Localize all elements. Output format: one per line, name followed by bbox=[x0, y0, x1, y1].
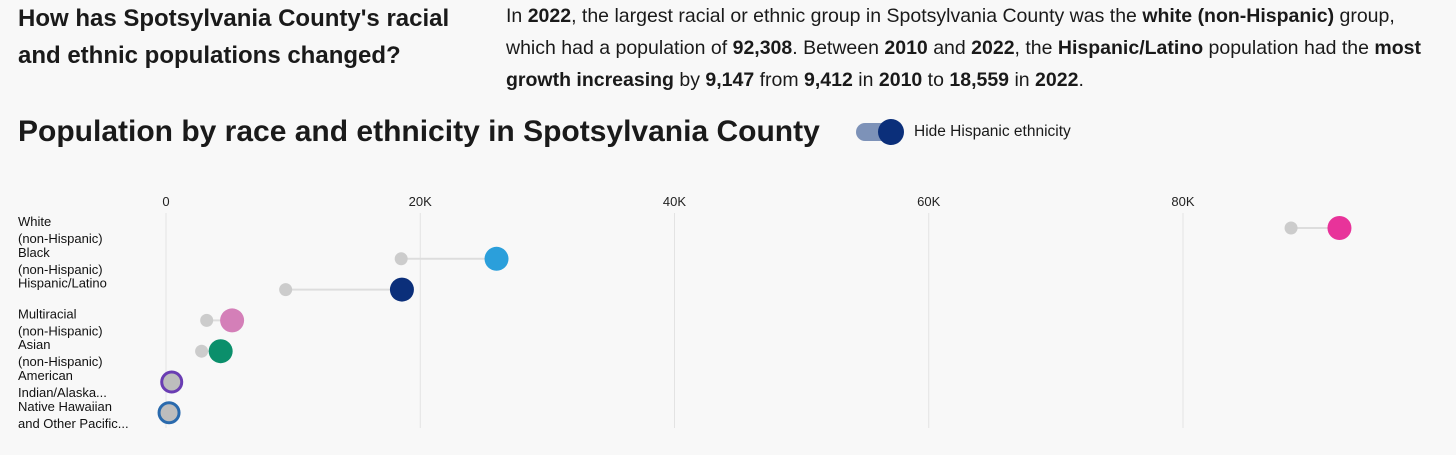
x-tick-label: 0 bbox=[162, 194, 169, 209]
row-label: Black (non-Hispanic) bbox=[18, 245, 103, 277]
summary-segment: in bbox=[852, 69, 879, 91]
summary-segment: . Between bbox=[792, 37, 885, 59]
summary-segment: in bbox=[1009, 69, 1036, 91]
row-label: Hispanic/Latino bbox=[18, 276, 107, 291]
x-tick-label: 40K bbox=[663, 194, 686, 209]
chart-title: Population by race and ethnicity in Spot… bbox=[18, 115, 820, 148]
summary-highlight: 2022 bbox=[971, 37, 1015, 59]
summary-segment: from bbox=[754, 69, 805, 91]
summary-highlight: Hispanic/Latino bbox=[1057, 37, 1204, 59]
summary-highlight: 9,412 bbox=[804, 69, 853, 91]
start-dot bbox=[279, 283, 293, 297]
row-label-line: (non-Hispanic) bbox=[18, 323, 103, 338]
summary-segment: to bbox=[922, 69, 950, 91]
row-label-line: American bbox=[18, 368, 73, 383]
row-label-line: White bbox=[18, 214, 51, 229]
end-dot bbox=[1327, 216, 1352, 240]
end-dot bbox=[157, 401, 181, 425]
end-dot bbox=[389, 277, 414, 302]
start-dot bbox=[394, 252, 408, 266]
x-tick-label: 20K bbox=[409, 194, 432, 209]
row-label-line: (non-Hispanic) bbox=[18, 354, 103, 369]
summary-segment: , the largest racial or ethnic group in … bbox=[571, 5, 1143, 27]
summary-segment: and bbox=[927, 37, 972, 59]
summary-highlight: 2022 bbox=[527, 5, 572, 27]
row-label: White (non-Hispanic) bbox=[18, 214, 103, 246]
summary-highlight: 18,559 bbox=[949, 69, 1010, 91]
start-dot bbox=[195, 344, 209, 358]
x-tick-label: 60K bbox=[917, 194, 940, 209]
summary-highlight: most growth increasing bbox=[506, 37, 1422, 91]
summary-segment: . bbox=[1078, 69, 1084, 91]
row-label: Multiracial (non-Hispanic) bbox=[18, 306, 103, 338]
toggle-label: Hide Hispanic ethnicity bbox=[914, 123, 1071, 140]
summary-highlight: 2022 bbox=[1035, 69, 1079, 91]
hide-hispanic-toggle[interactable]: Hide Hispanic ethnicity bbox=[856, 119, 1071, 145]
row-label-line: Black bbox=[18, 245, 50, 260]
row-label-line: Indian/Alaska... bbox=[18, 385, 107, 400]
row-label-line: Multiracial bbox=[18, 306, 77, 321]
row-label: American Indian/Alaska... bbox=[18, 368, 107, 400]
summary-segment: In bbox=[506, 5, 528, 27]
summary-text: In 2022, the largest racial or ethnic gr… bbox=[506, 0, 1446, 96]
toggle-track[interactable] bbox=[856, 119, 904, 145]
row-label-line: Hispanic/Latino bbox=[18, 276, 107, 291]
summary-segment: group, which had a population of bbox=[506, 5, 1395, 59]
summary-highlight: 9,147 bbox=[705, 69, 755, 91]
end-dot bbox=[160, 370, 184, 394]
question-heading: How has Spotsylvania County's racial and… bbox=[18, 5, 450, 69]
summary-segment: by bbox=[673, 69, 706, 91]
end-dot bbox=[484, 246, 509, 271]
x-tick-label: 80K bbox=[1171, 194, 1194, 209]
row-label-line: and Other Pacific... bbox=[18, 416, 129, 431]
summary-highlight: 2010 bbox=[878, 69, 923, 91]
end-dot bbox=[208, 339, 233, 364]
row-label: Asian (non-Hispanic) bbox=[18, 337, 103, 369]
row-label-line: Native Hawaiian bbox=[18, 399, 112, 414]
row-label-line: (non-Hispanic) bbox=[18, 231, 103, 246]
toggle-knob[interactable] bbox=[878, 119, 904, 145]
start-dot bbox=[200, 313, 214, 327]
summary-highlight: 92,308 bbox=[732, 37, 793, 59]
summary-highlight: white (non-Hispanic) bbox=[1142, 5, 1335, 27]
end-dot bbox=[220, 308, 245, 333]
row-label-line: Asian bbox=[18, 337, 51, 352]
row-label: Native Hawaiian and Other Pacific... bbox=[18, 399, 129, 431]
summary-segment: population had the bbox=[1203, 37, 1375, 59]
start-dot bbox=[1284, 221, 1298, 235]
summary-highlight: 2010 bbox=[884, 37, 928, 59]
row-label-line: (non-Hispanic) bbox=[18, 262, 103, 277]
summary-segment: , the bbox=[1014, 37, 1058, 59]
